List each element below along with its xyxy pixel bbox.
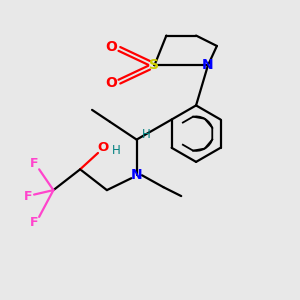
Text: H: H: [142, 128, 151, 141]
Text: F: F: [24, 190, 32, 202]
Text: F: F: [30, 216, 38, 229]
Text: F: F: [30, 158, 38, 170]
Text: O: O: [105, 76, 117, 90]
Text: S: S: [149, 58, 160, 72]
Text: O: O: [98, 140, 109, 154]
Text: O: O: [105, 40, 117, 55]
Text: N: N: [202, 58, 214, 72]
Text: H: H: [112, 144, 121, 157]
Text: N: N: [131, 168, 142, 182]
